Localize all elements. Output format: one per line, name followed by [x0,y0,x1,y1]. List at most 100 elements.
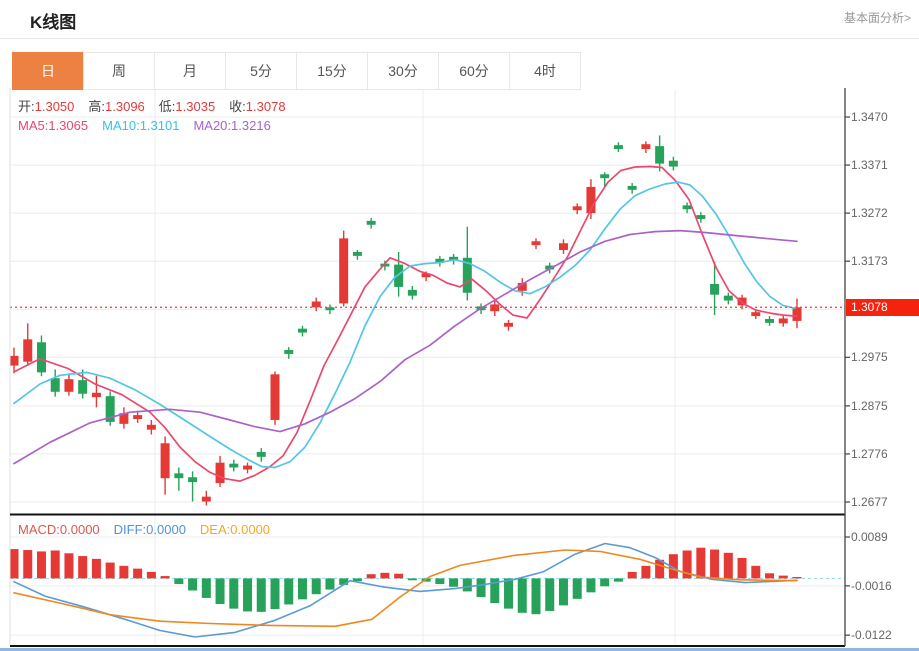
macd-bar [655,559,665,579]
candle-body [682,205,692,210]
candle-body [50,378,60,392]
candle-body [668,160,678,167]
last-price-badge: 1.3078 [846,299,919,317]
header-divider [0,38,919,39]
macd-bar [751,565,761,579]
tab-month[interactable]: 月 [154,52,226,90]
macd-bar [462,578,472,592]
diff-line [13,542,798,638]
macd-bar [23,550,33,579]
macd-bar [105,562,115,579]
macd-bar [133,568,143,579]
fundamental-analysis-link[interactable]: 基本面分析> [843,11,911,25]
ohlc-item: 高:1.3096 [88,99,145,114]
candle-body [380,263,390,267]
candle-body [613,145,623,150]
candle-body [558,243,568,251]
macd-bar [284,578,294,605]
macd-bar [696,547,706,579]
candle-body [339,238,349,304]
macd-bar [449,578,459,587]
candle-body [297,328,307,333]
tab-5min[interactable]: 5分 [225,52,297,90]
macd-bar [243,578,253,612]
tab-60min[interactable]: 60分 [438,52,510,90]
candle-body [9,355,19,366]
macd-bar [36,551,46,579]
price-tick-label: 1.3371 [851,158,888,173]
candle-body [229,463,239,468]
macd-bar [78,556,88,579]
macd-bar [229,578,239,609]
candle-body [545,265,555,270]
macd-bar [586,578,596,593]
candle-body [146,424,156,430]
macd-bar [613,578,623,582]
candle-body [778,318,788,324]
candle-body [256,451,266,457]
candle-body [751,312,761,317]
ohlc-row: 开:1.3050 高:1.3096 低:1.3035 收:1.3078 [18,96,300,115]
macd-bar [572,578,582,599]
candle-body [311,301,321,308]
ma-legend-item: MA20:1.3216 [193,118,271,133]
macd-bar [146,571,156,579]
candle-body [572,206,582,211]
candle-body [600,174,610,179]
macd-legend-item: DEA:0.0000 [199,522,271,537]
candle-body [270,374,280,420]
ohlc-item: 开:1.3050 [18,99,75,114]
macd-legend-item: DIFF:0.0000 [113,522,186,537]
candle-body [78,380,88,394]
period-tabbar: 日周月 5分 15分 30分 60分 4时 [12,52,581,90]
macd-bar [517,578,527,613]
price-tick-label: 1.3470 [851,110,888,124]
candle-body [723,295,733,301]
macd-bar [9,549,19,579]
tab-week[interactable]: 周 [83,52,155,90]
candle-body [284,350,294,354]
price-tick-label: 1.2677 [851,495,888,509]
candle-body [531,241,541,246]
dea-line [13,549,798,628]
macd-bar [215,578,225,604]
candle-body [160,443,170,479]
indicator-tick-label: -0.0122 [851,628,892,643]
macd-bar [407,578,417,581]
candle-body [91,392,101,398]
candle-body [586,186,596,214]
tab-day[interactable]: 日 [12,52,84,90]
macd-legend-row: MACD:0.0000 DIFF:0.0000 DEA:0.0000 [18,522,284,537]
macd-bar [297,578,307,600]
candle-body [421,273,431,278]
ma10-line [13,181,796,469]
macd-bar [64,553,74,579]
macd-bar [435,578,445,584]
candle-body [462,257,472,293]
ohlc-item: 收:1.3078 [229,99,286,114]
macd-bar [380,572,390,579]
macd-bar [641,565,651,579]
candle-body [133,415,143,419]
macd-bar [778,575,788,579]
macd-bar [737,557,747,579]
candle-body [407,289,417,296]
candle-body [352,251,362,256]
candle-body [765,318,775,323]
macd-bar [352,578,362,582]
candle-body [201,496,211,502]
macd-bar [668,554,678,579]
ma-legend-row: MA5:1.3065 MA10:1.3101 MA20:1.3216 [18,118,285,133]
macd-bar [256,578,266,612]
candle-body [105,396,115,422]
candle-body [366,220,376,225]
tab-30min[interactable]: 30分 [367,52,439,90]
candle-body [517,283,527,291]
tab-15min[interactable]: 15分 [296,52,368,90]
macd-legend-item: MACD:0.0000 [18,522,100,537]
tab-4hour[interactable]: 4时 [509,52,581,90]
macd-bar [366,574,376,579]
indicator-tick-label: -0.0016 [851,578,892,593]
